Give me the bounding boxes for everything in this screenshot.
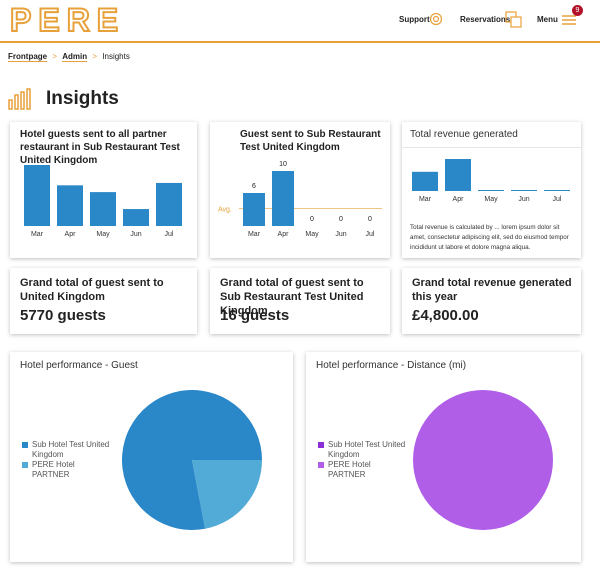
legend-label: Sub Hotel Test United Kingdom (32, 440, 110, 459)
breadcrumb-separator: > (52, 52, 58, 61)
breadcrumb-current: Insights (102, 52, 130, 61)
chart-card: Mar Apr May Jun Jul Total revenue generated To… (402, 122, 581, 258)
total-title: Grand total of guest sent to United King… (20, 277, 164, 303)
x-tick-label: Mar (31, 231, 44, 238)
menu-badge: 9 (572, 5, 583, 16)
bar (478, 190, 504, 191)
bar (123, 209, 149, 226)
chart-plot: Avg. Mar 6 Apr 10 May 0 Jun 0 Jul 0 (218, 161, 382, 238)
value-label: 10 (279, 161, 287, 168)
header: PERE Support Reservations Menu 9 (0, 0, 600, 43)
menu-icon[interactable] (561, 14, 577, 26)
total-value: £4,800.00 (412, 307, 479, 324)
x-tick-label: Jun (335, 231, 346, 238)
legend-swatch (22, 462, 28, 468)
chart-title: Hotel performance - Distance (mi) (316, 360, 467, 371)
bar (57, 185, 83, 226)
chart-plot: Mar Apr May Jun Jul (24, 165, 182, 238)
bar (156, 182, 182, 226)
x-tick-label: Jul (553, 196, 562, 203)
value-label: 6 (252, 183, 256, 190)
x-tick-label: Mar (248, 231, 261, 238)
x-tick-label: Jun (518, 196, 529, 203)
legend-label: PERE Hotel PARTNER (328, 460, 371, 479)
chart-card: Sub Hotel Test United Kingdom PERE Hotel … (10, 352, 293, 562)
legend-item: Sub Hotel Test United Kingdom (22, 440, 112, 460)
legend-label: Sub Hotel Test United Kingdom (328, 440, 406, 459)
total-value: 5770 guests (20, 307, 106, 324)
pie-slice (192, 460, 262, 529)
total-card: Grand total of guest sent to United King… (10, 268, 197, 334)
x-tick-label: Jun (130, 231, 141, 238)
legend-swatch (22, 442, 28, 448)
chart-card: Mar Apr May Jun Jul Hotel guests sent to all … (10, 122, 197, 258)
chart-plot (122, 390, 262, 530)
x-tick-label: Jul (165, 231, 174, 238)
bar (90, 192, 116, 226)
chart-card: Sub Hotel Test United Kingdom PERE Hotel … (306, 352, 581, 562)
value-label: 0 (339, 216, 343, 223)
bar (243, 193, 265, 226)
total-title: Grand total revenue generated this year (412, 277, 572, 303)
x-tick-label: Apr (65, 231, 77, 238)
chart-title: Guest sent to Sub Restaurant Test United… (240, 129, 381, 153)
x-tick-label: Apr (453, 196, 465, 203)
nav-reservations[interactable]: Reservations (460, 15, 511, 24)
total-value: 16 guests (220, 307, 290, 324)
chart-plot (413, 390, 553, 530)
value-label: 0 (368, 216, 372, 223)
insights-icon (8, 88, 31, 110)
page-title: Insights (46, 88, 119, 109)
legend-swatch (318, 462, 324, 468)
nav-menu[interactable]: Menu (537, 15, 558, 24)
x-tick-label: May (484, 196, 498, 203)
reservations-icon (505, 11, 522, 28)
total-card: Grand total of guest sent to Sub Restaur… (210, 268, 390, 334)
total-card: Grand total revenue generated this year … (402, 268, 581, 334)
x-tick-label: May (96, 231, 110, 238)
chart-note: Total revenue is calculated by ... lorem… (410, 224, 569, 251)
breadcrumb-separator: > (92, 52, 98, 61)
bar (445, 159, 471, 191)
pie-slice (413, 390, 553, 530)
legend-item: PERE Hotel PARTNER (22, 460, 112, 480)
value-label: 0 (310, 216, 314, 223)
chart-plot: Mar Apr May Jun Jul (412, 159, 570, 203)
x-tick-label: May (305, 231, 319, 238)
x-tick-label: Jul (366, 231, 375, 238)
chart-title: Total revenue generated (410, 129, 518, 140)
breadcrumb-link[interactable]: Admin (62, 52, 88, 62)
average-label: Avg. (218, 206, 232, 213)
breadcrumb: Frontpage > Admin > Insights (8, 52, 130, 62)
chart-title: Hotel guests sent to all partner restaur… (20, 129, 180, 166)
bar (272, 171, 294, 226)
legend-item: Sub Hotel Test United Kingdom (318, 440, 408, 460)
bar (412, 171, 438, 191)
bar (544, 190, 570, 191)
bar (511, 190, 537, 191)
x-tick-label: Mar (419, 196, 432, 203)
support-icon (429, 12, 443, 26)
legend-swatch (318, 442, 324, 448)
total-title: Grand total of guest sent to Sub Restaur… (220, 277, 364, 317)
divider (402, 147, 581, 148)
legend-label: PERE Hotel PARTNER (32, 460, 75, 479)
breadcrumb-link[interactable]: Frontpage (8, 52, 48, 62)
bar (24, 165, 50, 226)
x-tick-label: Apr (278, 231, 290, 238)
chart-card: Avg. Mar 6 Apr 10 May 0 Jun 0 Jul 0 Guest sent to S… (210, 122, 390, 258)
logo[interactable]: PERE (9, 1, 126, 39)
chart-title: Hotel performance - Guest (20, 360, 138, 371)
legend-item: PERE Hotel PARTNER (318, 460, 408, 480)
nav-support[interactable]: Support (399, 15, 430, 24)
